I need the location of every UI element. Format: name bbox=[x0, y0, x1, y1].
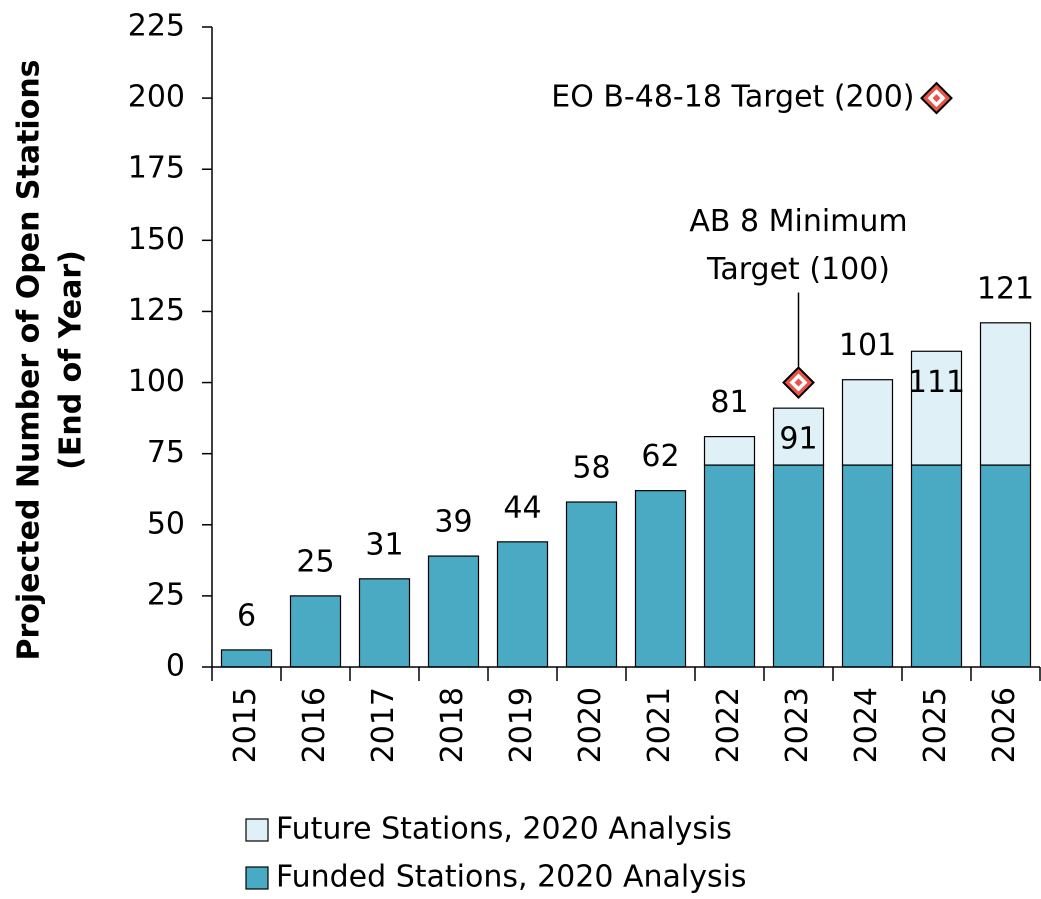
bar-segment bbox=[910, 350, 963, 466]
total-label: 91 bbox=[779, 422, 817, 457]
x-tick-label: 2019 bbox=[504, 687, 539, 763]
total-label: 58 bbox=[572, 451, 610, 486]
x-tick-label: 2024 bbox=[849, 687, 884, 763]
bar-segment bbox=[910, 464, 963, 668]
total-label: 121 bbox=[977, 271, 1034, 306]
bar-segment bbox=[841, 464, 894, 668]
bar-segment bbox=[703, 436, 756, 466]
x-tick-label: 2025 bbox=[918, 687, 953, 763]
x-tick-label: 2015 bbox=[228, 687, 263, 763]
marker-part bbox=[932, 94, 941, 103]
bar-segment bbox=[772, 464, 825, 668]
x-tick-label: 2016 bbox=[297, 687, 332, 763]
marker-part bbox=[794, 378, 803, 387]
x-tick-label: 2023 bbox=[780, 687, 815, 763]
bar-segment bbox=[703, 464, 756, 668]
total-label: 6 bbox=[237, 598, 256, 633]
total-label: 44 bbox=[503, 490, 541, 525]
y-tick-label: 200 bbox=[128, 80, 185, 115]
total-label: 39 bbox=[434, 505, 472, 540]
x-tick-label: 2018 bbox=[435, 687, 470, 763]
bar-segment bbox=[634, 490, 687, 668]
y-tick-label: 125 bbox=[128, 293, 185, 328]
total-label: 31 bbox=[365, 527, 403, 562]
bar-segment bbox=[979, 464, 1032, 668]
bar-segment bbox=[979, 322, 1032, 466]
y-tick-label: 225 bbox=[128, 9, 185, 44]
legend-label: Funded Stations, 2020 Analysis bbox=[276, 860, 747, 895]
y-tick-label: 0 bbox=[166, 649, 185, 684]
x-tick-label: 2017 bbox=[366, 687, 401, 763]
bar-segment bbox=[565, 501, 618, 668]
bar-segment bbox=[427, 555, 480, 668]
y-axis-title: (End of Year) bbox=[54, 250, 89, 470]
bar-segment bbox=[496, 541, 549, 668]
x-tick-label: 2020 bbox=[573, 687, 608, 763]
y-tick-label: 75 bbox=[147, 435, 185, 470]
bar-segment bbox=[772, 407, 825, 466]
total-label: 62 bbox=[641, 439, 679, 474]
x-tick-label: 2022 bbox=[711, 687, 746, 763]
y-tick-label: 50 bbox=[147, 506, 185, 541]
bar-segment bbox=[220, 649, 273, 668]
target-label: Target (100) bbox=[706, 252, 890, 287]
target-label: EO B-48-18 Target (200) bbox=[551, 80, 914, 115]
total-label: 81 bbox=[710, 385, 748, 420]
x-tick-label: 2026 bbox=[987, 687, 1022, 763]
bar-segment bbox=[289, 595, 342, 668]
y-axis-title: Projected Number of Open Stations bbox=[12, 59, 47, 660]
x-tick-label: 2021 bbox=[642, 687, 677, 763]
legend-label: Future Stations, 2020 Analysis bbox=[276, 812, 732, 847]
target-marker bbox=[920, 81, 953, 115]
total-label: 101 bbox=[839, 328, 896, 363]
legend-swatch bbox=[245, 866, 269, 890]
target-label: AB 8 Minimum bbox=[689, 204, 907, 239]
legend-swatch bbox=[245, 818, 269, 842]
y-tick-label: 150 bbox=[128, 222, 185, 257]
bar-segment bbox=[841, 379, 894, 466]
bar-segment bbox=[358, 578, 411, 668]
y-tick-label: 100 bbox=[128, 364, 185, 399]
total-label: 111 bbox=[908, 365, 965, 400]
y-tick-label: 175 bbox=[128, 151, 185, 186]
total-label: 25 bbox=[296, 544, 334, 579]
target-marker bbox=[782, 366, 815, 399]
y-tick-label: 25 bbox=[147, 577, 185, 612]
